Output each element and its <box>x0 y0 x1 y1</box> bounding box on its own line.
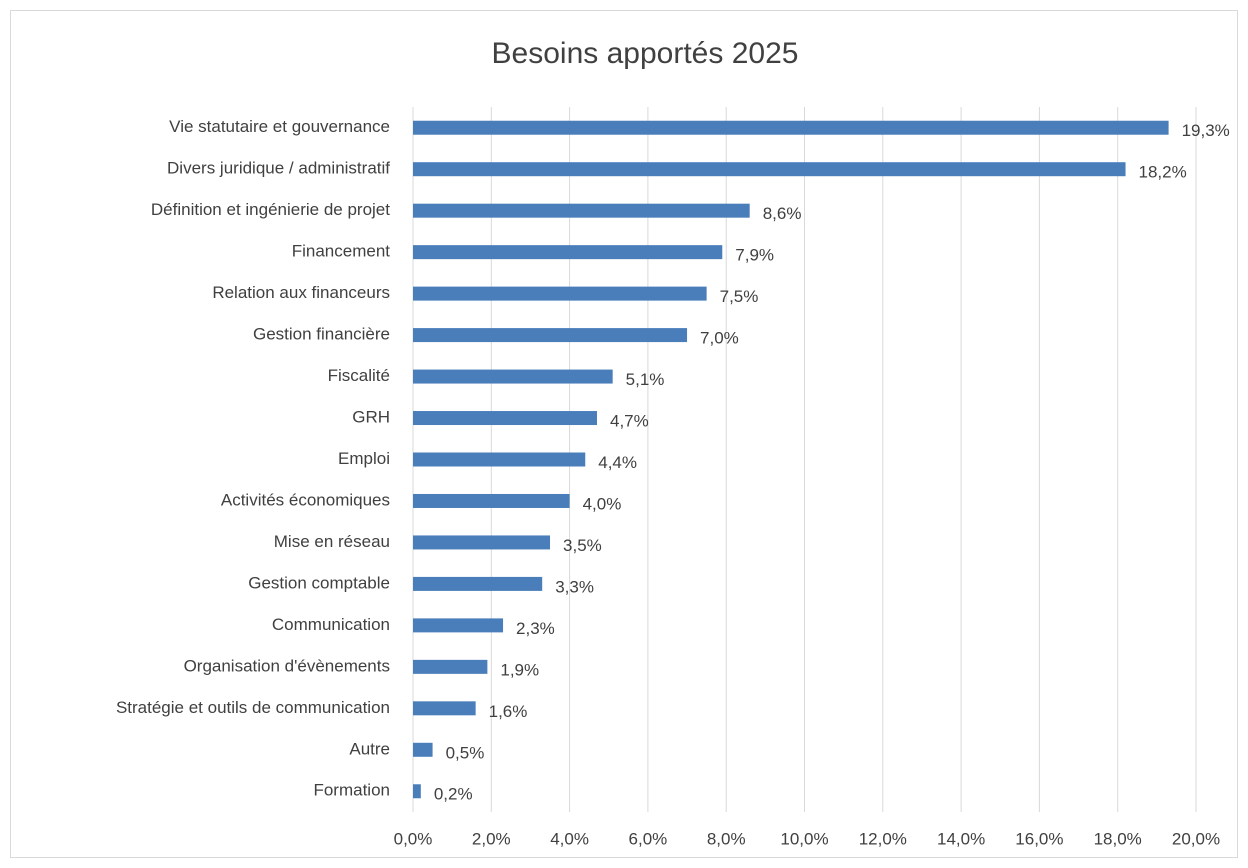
y-tick-label: Emploi <box>338 449 390 468</box>
y-tick-label: Gestion comptable <box>248 573 390 592</box>
x-tick-label: 12,0% <box>859 829 907 848</box>
y-tick-label: Communication <box>272 615 390 634</box>
value-label: 7,5% <box>720 287 759 306</box>
value-label: 4,7% <box>610 412 649 431</box>
x-tick-label: 20,0% <box>1172 829 1220 848</box>
x-tick-label: 6,0% <box>629 829 668 848</box>
value-label: 18,2% <box>1139 163 1187 182</box>
x-tick-label: 14,0% <box>937 829 985 848</box>
value-label: 0,5% <box>446 743 485 762</box>
bar <box>413 535 551 550</box>
value-label: 7,9% <box>735 246 774 265</box>
bar <box>413 162 1126 177</box>
y-tick-label: Organisation d'évènements <box>184 656 390 675</box>
bar <box>413 411 598 426</box>
y-tick-label: Mise en réseau <box>274 532 390 551</box>
y-tick-label: Stratégie et outils de communication <box>116 698 390 717</box>
y-tick-label: Formation <box>313 781 390 800</box>
y-tick-label: Activités économiques <box>221 490 390 509</box>
value-label: 1,9% <box>500 660 539 679</box>
value-label: 8,6% <box>763 204 802 223</box>
bar <box>413 493 570 508</box>
y-tick-label: Divers juridique / administratif <box>167 159 390 178</box>
y-tick-label: Fiscalité <box>328 366 390 385</box>
y-tick-label: Relation aux financeurs <box>212 283 390 302</box>
y-tick-label: Définition et ingénierie de projet <box>151 200 390 219</box>
value-label: 0,2% <box>434 785 473 804</box>
x-tick-label: 8,0% <box>707 829 746 848</box>
bar <box>413 659 488 674</box>
value-label: 19,3% <box>1182 121 1230 140</box>
bar <box>413 286 707 301</box>
value-label: 2,3% <box>516 619 555 638</box>
x-tick-label: 4,0% <box>550 829 589 848</box>
bar <box>413 328 688 343</box>
x-tick-label: 2,0% <box>472 829 511 848</box>
bar <box>413 120 1169 135</box>
bar <box>413 245 723 260</box>
x-tick-label: 18,0% <box>1094 829 1142 848</box>
bar <box>413 576 543 591</box>
x-tick-label: 16,0% <box>1015 829 1063 848</box>
bar <box>413 203 750 218</box>
chart-title: Besoins apportés 2025 <box>492 37 799 70</box>
y-tick-label: Gestion financière <box>253 325 390 344</box>
value-label: 3,5% <box>563 536 602 555</box>
x-tick-label: 10,0% <box>780 829 828 848</box>
value-label: 7,0% <box>700 329 739 348</box>
y-tick-label: GRH <box>352 408 390 427</box>
bar <box>413 452 586 467</box>
value-label: 4,4% <box>598 453 637 472</box>
value-label: 1,6% <box>489 702 528 721</box>
value-label: 4,0% <box>583 494 622 513</box>
bar <box>413 369 613 384</box>
y-tick-label: Vie statutaire et gouvernance <box>169 117 390 136</box>
x-tick-label: 0,0% <box>394 829 433 848</box>
bar <box>413 618 504 633</box>
y-tick-label: Financement <box>292 242 391 261</box>
bar <box>413 701 476 716</box>
value-label: 3,3% <box>555 577 594 596</box>
chart-border <box>10 10 1238 858</box>
y-tick-label: Autre <box>349 739 390 758</box>
bar <box>413 742 433 757</box>
value-label: 5,1% <box>626 370 665 389</box>
bar <box>413 784 421 799</box>
